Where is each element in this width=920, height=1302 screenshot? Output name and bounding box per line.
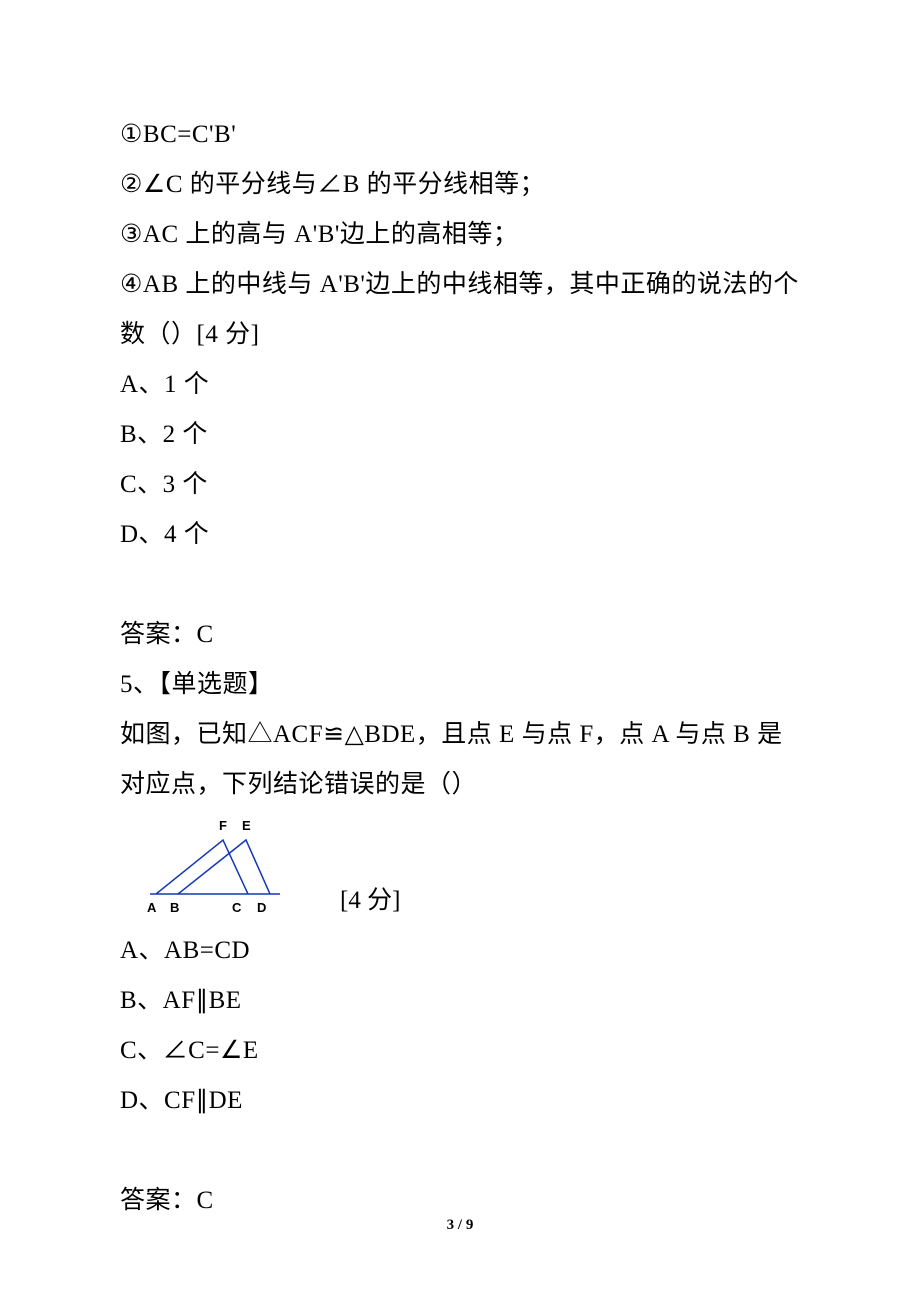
option-c-q4: C、3 个 xyxy=(120,460,800,510)
triangle-figure: F E A B C D xyxy=(150,818,320,918)
option-c-q5: C、∠C=∠E xyxy=(120,1026,800,1076)
page-content: ①BC=C'B' ②∠C 的平分线与∠B 的平分线相等； ③AC 上的高与 A'… xyxy=(0,0,920,1226)
option-d-q5: D、CF∥DE xyxy=(120,1076,800,1126)
statement-2: ②∠C 的平分线与∠B 的平分线相等； xyxy=(120,160,800,210)
label-d: D xyxy=(257,900,266,915)
statement-3: ③AC 上的高与 A'B'边上的高相等； xyxy=(120,210,800,260)
triangle-acf xyxy=(156,840,248,894)
triangle-bde xyxy=(178,840,270,894)
label-e: E xyxy=(242,818,251,833)
answer-q4: 答案：C xyxy=(120,610,800,660)
q5-points: [4 分] xyxy=(340,880,400,918)
figure-row: F E A B C D [4 分] xyxy=(120,818,800,918)
option-a-q5: A、AB=CD xyxy=(120,926,800,976)
option-d-q4: D、4 个 xyxy=(120,510,800,560)
q5-text: 如图，已知△ACF≌△BDE，且点 E 与点 F，点 A 与点 B 是对应点，下… xyxy=(120,710,800,810)
label-a: A xyxy=(147,900,156,915)
spacer-2 xyxy=(120,1126,800,1176)
label-f: F xyxy=(219,818,227,833)
page-number: 3 / 9 xyxy=(0,1217,920,1234)
triangle-svg xyxy=(150,832,300,902)
option-b-q5: B、AF∥BE xyxy=(120,976,800,1026)
spacer xyxy=(120,560,800,610)
statement-4: ④AB 上的中线与 A'B'边上的中线相等，其中正确的说法的个数（）[4 分] xyxy=(120,260,800,360)
label-c: C xyxy=(232,900,241,915)
q5-header: 5、【单选题】 xyxy=(120,660,800,710)
label-b: B xyxy=(170,900,179,915)
option-a-q4: A、1 个 xyxy=(120,360,800,410)
option-b-q4: B、2 个 xyxy=(120,410,800,460)
statement-1: ①BC=C'B' xyxy=(120,110,800,160)
